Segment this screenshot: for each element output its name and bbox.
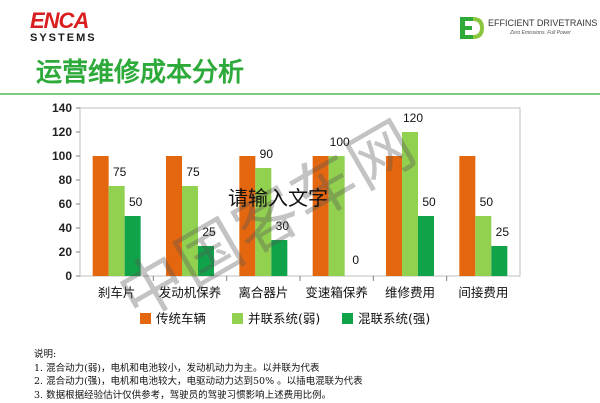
legend-label: 传统车辆 <box>156 311 206 326</box>
bar-1 <box>312 156 329 276</box>
systems-logo-text: SYSTEMS <box>30 32 97 44</box>
bar-2 <box>108 186 125 276</box>
bar-3 <box>124 216 141 276</box>
legend-swatch <box>342 313 353 324</box>
data-label: 50 <box>480 195 494 209</box>
bar-3 <box>198 246 214 276</box>
edt-tagline: Zero Emissions. Full Power <box>510 30 571 36</box>
page-title: 运营维修成本分析 <box>36 58 245 88</box>
bar-1 <box>459 156 476 276</box>
x-category-label: 间接费用 <box>458 285 508 300</box>
note-line-2: 2. 混合动力(强)，电机和电池较大，电驱动动力达到50% 。以插电混联为代表 <box>34 376 363 387</box>
y-tick-label: 0 <box>65 269 72 283</box>
legend-swatch <box>140 313 151 324</box>
bar-2 <box>182 186 198 276</box>
y-tick-label: 40 <box>59 221 73 235</box>
bar-1 <box>166 156 182 276</box>
efficient-drivetrains-logo: EFFICIENT DRIVETRAINS Zero Emissions. Fu… <box>458 14 597 46</box>
bar-2 <box>475 216 492 276</box>
y-tick-label: 80 <box>59 173 73 187</box>
y-tick-label: 60 <box>59 197 73 211</box>
y-tick-label: 100 <box>52 149 72 163</box>
enca-logo-text: ENCA <box>30 8 89 33</box>
x-category-label: 维修费用 <box>385 285 435 300</box>
data-label: 50 <box>129 195 143 209</box>
notes-heading: 说明: <box>34 349 57 360</box>
legend-label: 混联系统(强) <box>358 311 430 326</box>
data-label: 75 <box>186 165 200 179</box>
x-category-label: 发动机保养 <box>159 285 222 300</box>
bar-1 <box>92 156 109 276</box>
bar-1 <box>239 156 256 276</box>
bar-1 <box>386 156 402 276</box>
placeholder-textbox[interactable]: 请输入文字 <box>228 186 328 210</box>
y-tick-label: 20 <box>59 245 73 259</box>
data-label: 120 <box>403 111 423 125</box>
data-label: 100 <box>330 135 350 149</box>
y-tick-label: 140 <box>52 101 72 115</box>
data-label: 75 <box>113 165 127 179</box>
data-label: 30 <box>276 219 290 233</box>
bar-2 <box>255 168 272 276</box>
title-divider <box>0 93 600 95</box>
data-label: 90 <box>260 147 274 161</box>
data-label: 25 <box>202 225 216 239</box>
x-category-label: 刹车片 <box>98 285 136 300</box>
enca-logo: ENCA SYSTEMS <box>30 8 97 45</box>
legend-swatch <box>232 313 243 324</box>
note-line-3: 3. 数据根据经验估计仅供参考，驾驶员的驾驶习惯影响上述费用比例。 <box>34 389 332 401</box>
notes-section: 说明: 1. 混合动力(弱)，电机和电池较小，发动机动力为主。以并联为代表 2.… <box>34 348 363 402</box>
x-category-label: 变速箱保养 <box>305 285 368 300</box>
data-label: 50 <box>422 195 436 209</box>
bar-2 <box>328 156 345 276</box>
edt-name: EFFICIENT DRIVETRAINS <box>488 18 598 28</box>
data-label: 0 <box>352 253 359 267</box>
bar-3 <box>491 246 508 276</box>
bar-3 <box>271 240 288 276</box>
bar-2 <box>402 132 418 276</box>
data-label: 25 <box>496 225 510 239</box>
x-category-label: 离合器片 <box>238 285 288 300</box>
bar-3 <box>418 216 434 276</box>
y-tick-label: 120 <box>52 125 72 139</box>
legend-label: 并联系统(弱) <box>248 311 320 326</box>
cost-bar-chart: 0 20 40 60 80 100 120 140 刹车片 75 50 发动机保养 75 25 离合器片 90… <box>52 101 521 326</box>
note-line-1: 1. 混合动力(弱)，电机和电池较小，发动机动力为主。以并联为代表 <box>34 362 320 374</box>
edt-logo-icon <box>460 17 484 39</box>
